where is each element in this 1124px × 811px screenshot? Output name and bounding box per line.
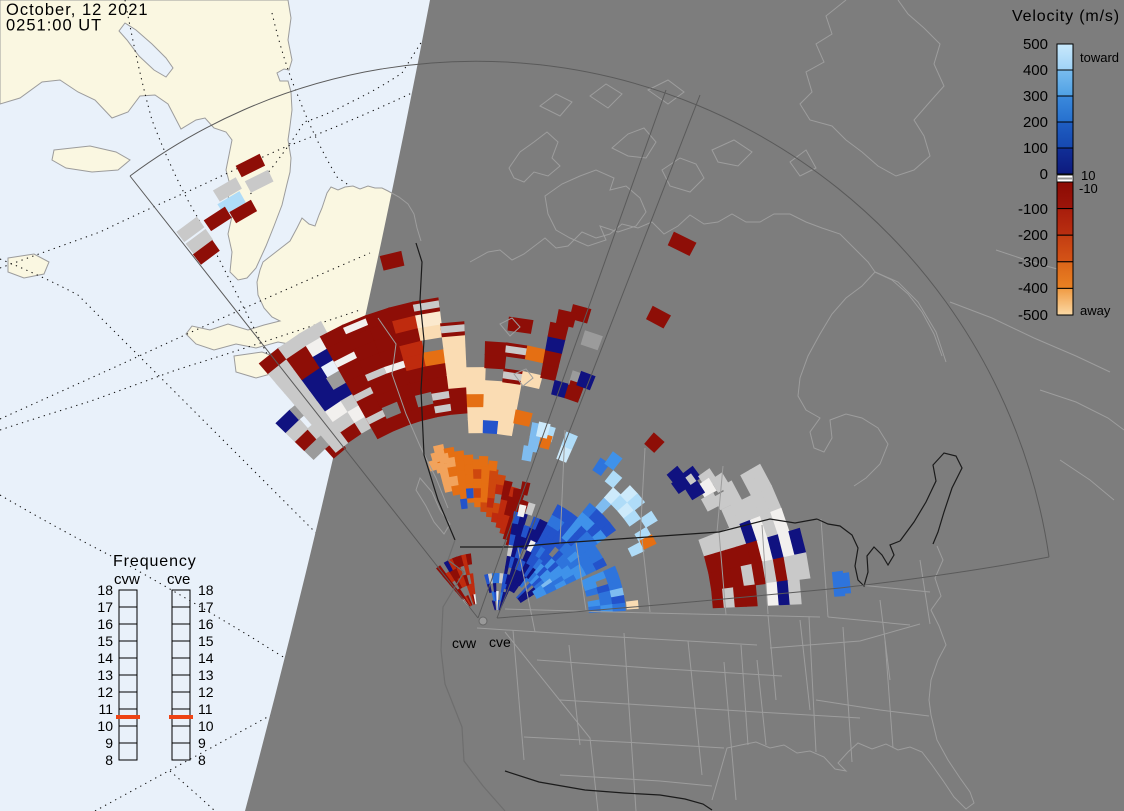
svg-text:200: 200 <box>1023 114 1048 131</box>
svg-text:18: 18 <box>198 582 214 598</box>
svg-text:15: 15 <box>198 633 214 649</box>
svg-text:0: 0 <box>1040 166 1048 183</box>
svg-text:500: 500 <box>1023 36 1048 53</box>
svg-text:13: 13 <box>97 667 113 683</box>
svg-text:12: 12 <box>97 684 113 700</box>
svg-text:-10: -10 <box>1079 181 1098 196</box>
svg-text:8: 8 <box>105 752 113 768</box>
svg-text:8: 8 <box>198 752 206 768</box>
svg-text:cvw: cvw <box>114 571 140 588</box>
svg-text:Velocity (m/s): Velocity (m/s) <box>1012 8 1120 25</box>
svg-text:14: 14 <box>198 650 214 666</box>
svg-text:9: 9 <box>105 735 113 751</box>
svg-text:16: 16 <box>198 616 214 632</box>
svg-text:0251:00 UT: 0251:00 UT <box>6 17 102 35</box>
svg-text:11: 11 <box>98 701 113 717</box>
svg-text:14: 14 <box>97 650 113 666</box>
svg-text:-300: -300 <box>1018 254 1048 271</box>
svg-text:October, 12 2021: October, 12 2021 <box>6 1 149 19</box>
svg-text:10: 10 <box>1081 168 1095 183</box>
svg-text:-200: -200 <box>1018 227 1048 244</box>
svg-text:16: 16 <box>97 616 113 632</box>
svg-text:100: 100 <box>1023 140 1048 157</box>
svg-text:300: 300 <box>1023 88 1048 105</box>
svg-text:10: 10 <box>97 718 113 734</box>
svg-text:-500: -500 <box>1018 307 1048 324</box>
svg-text:cve: cve <box>167 571 190 588</box>
svg-text:9: 9 <box>198 735 206 751</box>
svg-text:-400: -400 <box>1018 280 1048 297</box>
svg-text:400: 400 <box>1023 62 1048 79</box>
svg-text:11: 11 <box>198 701 213 717</box>
svg-text:away: away <box>1080 303 1111 318</box>
svg-text:Frequency: Frequency <box>113 553 197 570</box>
svg-text:18: 18 <box>97 582 113 598</box>
svg-text:-100: -100 <box>1018 201 1048 218</box>
svg-text:13: 13 <box>198 667 214 683</box>
svg-text:toward: toward <box>1080 50 1119 65</box>
svg-text:10: 10 <box>198 718 214 734</box>
svg-text:cvw: cvw <box>452 635 477 651</box>
svg-text:12: 12 <box>198 684 214 700</box>
svg-text:17: 17 <box>198 599 214 615</box>
svg-text:cve: cve <box>489 634 511 650</box>
svg-text:15: 15 <box>97 633 113 649</box>
svg-text:17: 17 <box>97 599 113 615</box>
